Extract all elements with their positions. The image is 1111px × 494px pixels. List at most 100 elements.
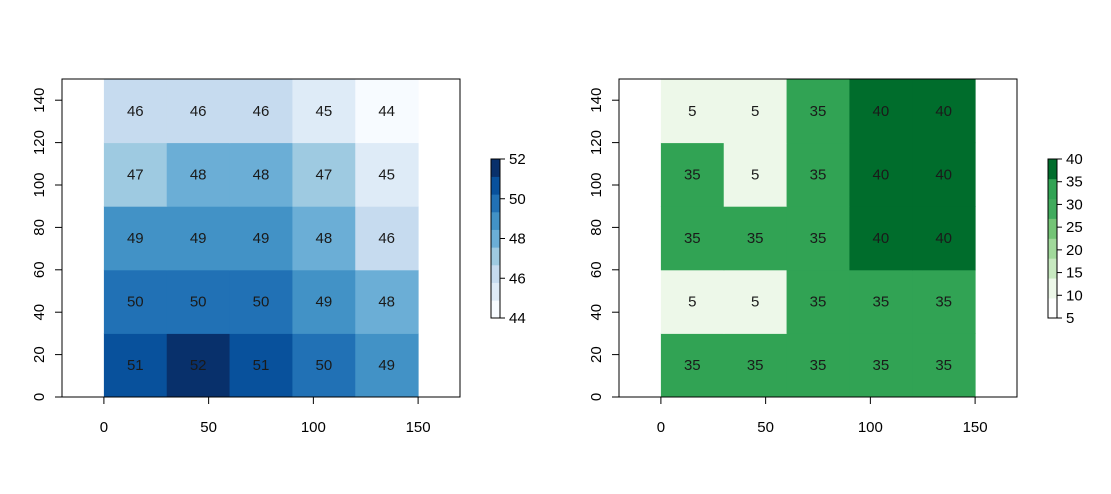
cell-value-label: 35 [810,166,827,183]
cell-value-label: 50 [127,294,144,311]
legend-color-step [1048,159,1057,180]
heatmap-cell [292,269,356,334]
cell-value-label: 5 [751,103,759,120]
cell-value-label: 44 [378,103,395,120]
cell-value-label: 40 [935,166,952,183]
cell-value-label: 48 [315,230,332,247]
cell-value-label: 5 [688,294,696,311]
x-tick-label: 100 [858,419,883,436]
legend-tick-label: 5 [1066,310,1074,327]
y-tick-label: 20 [31,346,48,363]
legend-color-step [491,300,500,319]
cell-value-label: 50 [315,357,332,374]
cell-value-label: 50 [253,294,270,311]
legend-color-step [1048,298,1057,319]
cell-value-label: 35 [810,294,827,311]
heatmap-cell [166,79,231,144]
heatmap-cell [723,206,788,271]
cell-value-label: 45 [315,103,332,120]
cell-value-label: 35 [810,357,827,374]
cell-value-label: 35 [747,357,764,374]
cell-value-label: 35 [747,230,764,247]
x-tick-label: 0 [100,419,108,436]
cell-value-label: 35 [872,294,889,311]
heatmap-cell [912,333,976,398]
cell-value-label: 49 [378,357,395,374]
legend-color-step [491,194,500,213]
legend-color-step [491,176,500,195]
heatmap-cell [660,79,725,144]
heatmap-cell [103,269,168,334]
cell-value-label: 40 [872,103,889,120]
heatmap-cell [166,142,231,207]
heatmap-cell [660,333,725,398]
legend-color-step [1048,178,1057,200]
cell-value-label: 47 [127,166,144,183]
cell-value-label: 5 [751,294,759,311]
heatmap-cell [355,206,419,271]
heatmap-cell [103,79,168,144]
legend-tick-label: 30 [1066,196,1083,213]
y-tick-label: 80 [31,219,48,236]
heatmap-cell [166,206,231,271]
cell-value-label: 51 [127,357,144,374]
heatmap-cell [912,206,976,271]
heatmap-cell [355,269,419,334]
cell-value-label: 46 [253,103,270,120]
cell-value-label: 35 [810,103,827,120]
y-tick-label: 0 [588,393,605,401]
cell-value-label: 45 [378,166,395,183]
cell-value-label: 48 [253,166,270,183]
y-tick-label: 140 [31,88,48,113]
y-tick-label: 20 [588,346,605,363]
legend-tick-label: 40 [1066,151,1083,168]
heatmap-cell [292,333,356,398]
legend-tick-label: 10 [1066,287,1083,304]
cell-value-label: 40 [872,230,889,247]
legend-color-step [491,212,500,230]
heatmap-cell [723,79,788,144]
heatmap-cell [103,333,168,398]
heatmap-cell [292,206,356,271]
heatmap-panel-green: 35 35 35 35 35 5 5 35 35 35 35 35 35 40 40 35 5 35 40 40 5 5 3… [588,78,1083,436]
heatmap-cell [849,142,913,207]
x-tick-label: 50 [757,419,774,436]
heatmap-cell [292,142,356,207]
y-tick-label: 120 [31,130,48,155]
cell-value-label: 46 [378,230,395,247]
legend-color-step [491,282,500,301]
cell-value-label: 49 [127,230,144,247]
y-tick-label: 140 [588,88,605,113]
heatmap-cell [912,269,976,334]
heatmap-cell [166,269,231,334]
y-tick-label: 100 [588,172,605,197]
heatmap-cell [166,333,231,398]
legend-tick-label: 46 [509,270,526,287]
legend-color-step [491,229,500,248]
x-tick-label: 50 [200,419,217,436]
x-tick-label: 150 [963,419,988,436]
cell-value-label: 48 [378,294,395,311]
heatmap-cell [849,269,913,334]
cell-value-label: 47 [315,166,332,183]
cell-value-label: 5 [751,166,759,183]
cell-value-label: 40 [935,103,952,120]
heatmap-panel-temperature: 51 52 51 50 49 50 50 50 49 48 49 49 49 48 46 47 48 48 47 45… [31,78,526,436]
heatmap-cell [849,79,913,144]
cell-value-label: 35 [935,357,952,374]
legend-color-step [1048,258,1057,279]
cell-value-label: 35 [684,357,701,374]
cell-value-label: 46 [127,103,144,120]
heatmap-cell [723,333,788,398]
cell-value-label: 49 [315,294,332,311]
y-tick-label: 100 [31,172,48,197]
legend-color-step [1048,218,1057,239]
legend-tick-label: 52 [509,151,526,168]
heatmap-cell [229,333,293,398]
legend-tick-label: 35 [1066,174,1083,191]
cell-value-label: 35 [810,230,827,247]
heatmap-cell [229,206,293,271]
cell-value-label: 35 [872,357,889,374]
cell-value-label: 40 [935,230,952,247]
